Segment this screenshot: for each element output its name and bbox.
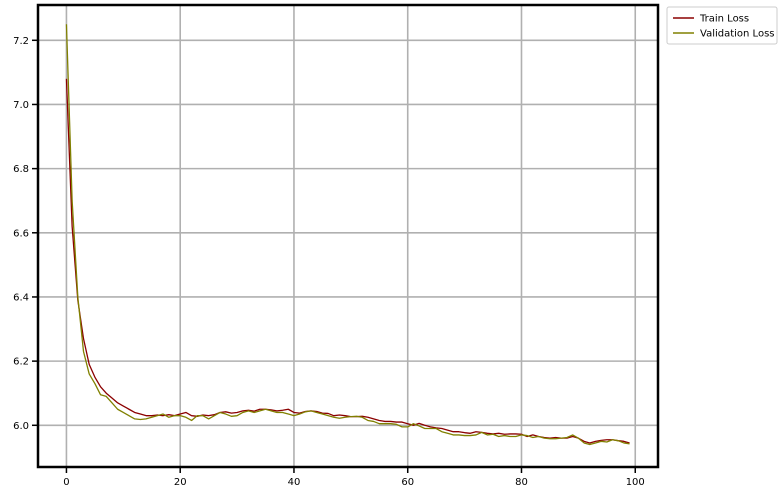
x-tick-label: 40 xyxy=(288,477,301,488)
x-tick-label: 100 xyxy=(626,477,645,488)
legend-label: Validation Loss xyxy=(700,29,775,40)
axis-ticks: 0 20 40 60 80 100 6.0 6.2 6.4 6.6 6.8 7.0 7.2 xyxy=(13,36,645,488)
legend: Train Loss Validation Loss xyxy=(666,6,778,45)
series-lines xyxy=(65,24,630,446)
legend-box xyxy=(666,6,778,45)
x-tick-label: 20 xyxy=(174,477,187,488)
x-tick-label: 0 xyxy=(63,477,69,488)
y-tick-label: 6.8 xyxy=(13,164,29,175)
y-tick-label: 6.4 xyxy=(13,292,29,303)
x-tick-label: 80 xyxy=(515,477,528,488)
grid-lines xyxy=(38,5,658,467)
x-tick-label: 60 xyxy=(401,477,414,488)
plot-frame xyxy=(36,3,660,469)
y-tick-label: 7.0 xyxy=(13,100,29,111)
y-tick-label: 6.2 xyxy=(13,357,29,368)
y-tick-label: 6.6 xyxy=(13,228,29,239)
legend-label: Train Loss xyxy=(699,14,749,25)
series-line-0 xyxy=(65,78,630,444)
series-line-1 xyxy=(65,24,630,446)
y-tick-label: 6.0 xyxy=(13,421,29,432)
y-tick-label: 7.2 xyxy=(13,36,29,47)
